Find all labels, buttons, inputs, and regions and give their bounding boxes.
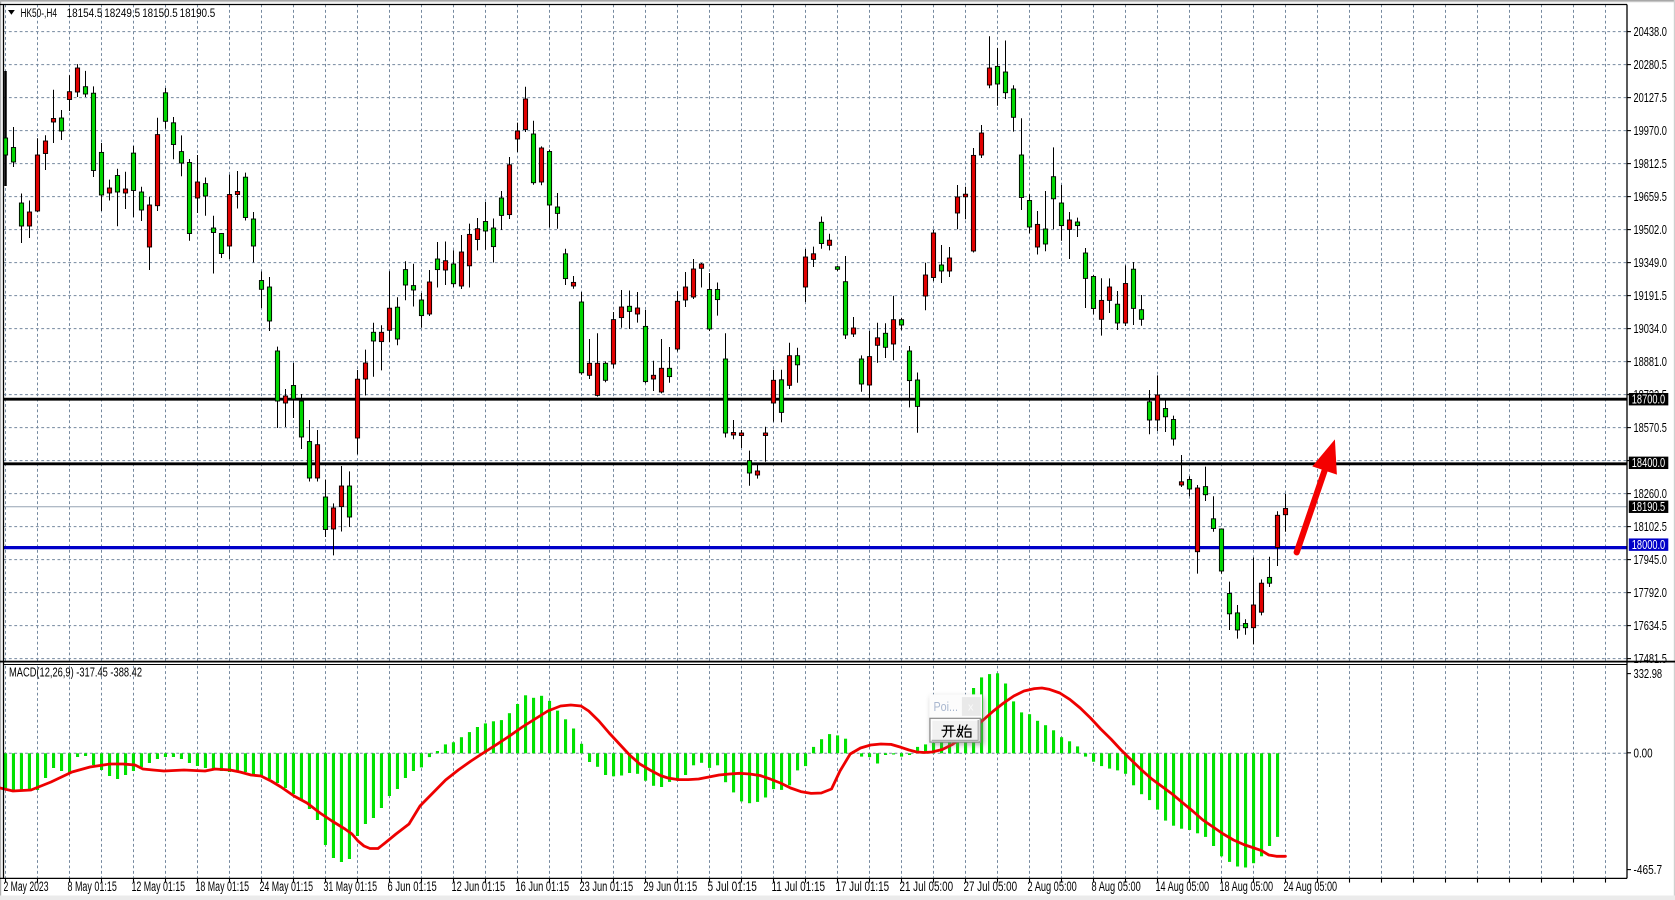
svg-text:19659.5: 19659.5 bbox=[1634, 189, 1667, 204]
svg-text:MACD(12,26,9) -317.45 -388.42: MACD(12,26,9) -317.45 -388.42 bbox=[9, 665, 142, 680]
svg-text:17481.5: 17481.5 bbox=[1634, 651, 1667, 666]
svg-text:2 Aug 05:00: 2 Aug 05:00 bbox=[1028, 879, 1077, 894]
svg-text:5 Jul 01:15: 5 Jul 01:15 bbox=[708, 879, 757, 894]
svg-text:11 Jul 01:15: 11 Jul 01:15 bbox=[772, 879, 826, 894]
svg-text:17792.0: 17792.0 bbox=[1634, 585, 1667, 600]
svg-text:-465.7: -465.7 bbox=[1634, 862, 1663, 877]
svg-text:19034.0: 19034.0 bbox=[1634, 321, 1667, 336]
svg-text:18570.5: 18570.5 bbox=[1634, 420, 1667, 435]
svg-text:8 May 01:15: 8 May 01:15 bbox=[68, 879, 117, 894]
svg-text:18190.5: 18190.5 bbox=[180, 8, 216, 20]
svg-text:18881.0: 18881.0 bbox=[1634, 354, 1667, 369]
svg-text:18000.0: 18000.0 bbox=[1632, 537, 1665, 552]
svg-text:12 May 01:15: 12 May 01:15 bbox=[132, 879, 186, 894]
svg-text:6 Jun 01:15: 6 Jun 01:15 bbox=[388, 879, 437, 894]
svg-text:19349.0: 19349.0 bbox=[1634, 255, 1667, 270]
svg-text:12 Jun 01:15: 12 Jun 01:15 bbox=[452, 879, 506, 894]
svg-text:20127.5: 20127.5 bbox=[1634, 90, 1667, 105]
svg-text:20280.5: 20280.5 bbox=[1634, 57, 1667, 72]
svg-text:24 May 01:15: 24 May 01:15 bbox=[260, 879, 314, 894]
svg-text:18102.5: 18102.5 bbox=[1634, 519, 1667, 534]
svg-text:17945.0: 17945.0 bbox=[1634, 552, 1667, 567]
svg-text:19502.0: 19502.0 bbox=[1634, 222, 1667, 237]
svg-text:29 Jun 01:15: 29 Jun 01:15 bbox=[644, 879, 698, 894]
svg-text:21 Jul 05:00: 21 Jul 05:00 bbox=[900, 879, 954, 894]
svg-text:20438.0: 20438.0 bbox=[1634, 24, 1667, 39]
svg-text:18400.0: 18400.0 bbox=[1632, 455, 1665, 470]
svg-text:24 Aug 05:00: 24 Aug 05:00 bbox=[1284, 879, 1338, 894]
svg-text:2 May 2023: 2 May 2023 bbox=[4, 879, 49, 894]
svg-text:Poi...: Poi... bbox=[934, 700, 959, 714]
svg-text:31 May 01:15: 31 May 01:15 bbox=[324, 879, 378, 894]
svg-text:0.00: 0.00 bbox=[1634, 745, 1653, 760]
svg-text:17634.5: 17634.5 bbox=[1634, 618, 1667, 633]
svg-text:18260.0: 18260.0 bbox=[1634, 486, 1667, 501]
svg-text:18 May 01:15: 18 May 01:15 bbox=[196, 879, 250, 894]
svg-text:19812.5: 19812.5 bbox=[1634, 156, 1667, 171]
svg-text:14 Aug 05:00: 14 Aug 05:00 bbox=[1156, 879, 1210, 894]
svg-text:19191.5: 19191.5 bbox=[1634, 288, 1667, 303]
svg-text:16 Jun 01:15: 16 Jun 01:15 bbox=[516, 879, 570, 894]
svg-text:19970.0: 19970.0 bbox=[1634, 123, 1667, 138]
svg-text:18150.5: 18150.5 bbox=[142, 8, 178, 20]
svg-text:18154.5: 18154.5 bbox=[67, 8, 103, 20]
svg-text:18190.5: 18190.5 bbox=[1632, 499, 1665, 514]
svg-text:18 Aug 05:00: 18 Aug 05:00 bbox=[1220, 879, 1274, 894]
svg-text:27 Jul 05:00: 27 Jul 05:00 bbox=[964, 879, 1018, 894]
svg-text:x: x bbox=[968, 702, 974, 714]
svg-text:18700.0: 18700.0 bbox=[1632, 391, 1665, 406]
svg-text:8 Aug 05:00: 8 Aug 05:00 bbox=[1092, 879, 1141, 894]
svg-text:17 Jul 01:15: 17 Jul 01:15 bbox=[836, 879, 890, 894]
svg-text:HK50-,H4: HK50-,H4 bbox=[21, 8, 58, 20]
svg-text:18249.5: 18249.5 bbox=[104, 8, 140, 20]
svg-text:332.98: 332.98 bbox=[1634, 666, 1663, 681]
svg-text:23 Jun 01:15: 23 Jun 01:15 bbox=[580, 879, 634, 894]
